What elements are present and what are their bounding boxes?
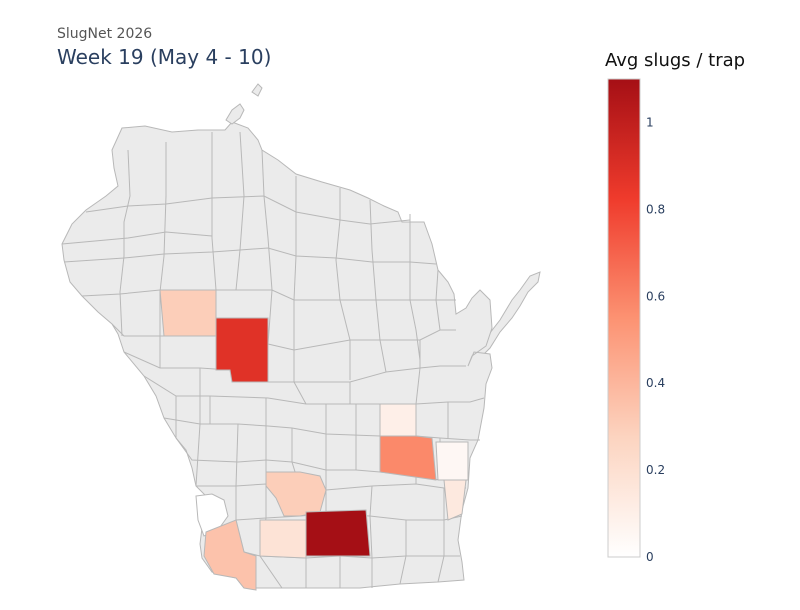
county-j[interactable] <box>203 519 257 591</box>
no-data-southwest <box>195 493 229 537</box>
county-d[interactable] <box>379 435 437 481</box>
county-g[interactable] <box>259 519 307 559</box>
colorbar-tick-label: 0.8 <box>646 202 665 216</box>
county-grid <box>61 131 485 589</box>
county-i[interactable] <box>443 479 467 521</box>
map-title: Week 19 (May 4 - 10) <box>57 45 272 69</box>
colorbar-bar <box>607 78 641 558</box>
county-e[interactable] <box>435 441 469 481</box>
county-h[interactable] <box>305 509 371 557</box>
colorbar-tick-label: 0 <box>646 550 654 564</box>
colorbar-tick-label: 0.4 <box>646 376 665 390</box>
madeline-island <box>251 83 263 97</box>
colorbar-title: Avg slugs / trap <box>605 50 746 71</box>
colorbar-tick-label: 0.6 <box>646 289 665 303</box>
colorbar-tick-label: 0.2 <box>646 463 665 477</box>
county-b[interactable] <box>215 317 269 383</box>
colorbar-tick-label: 1 <box>646 115 654 129</box>
county-values-layer <box>159 289 469 591</box>
colorbar-ticks: 0 0.2 0.4 0.6 0.8 1 <box>646 115 665 564</box>
apostle-islands <box>225 103 245 125</box>
map-suptitle: SlugNet 2026 <box>57 26 153 42</box>
